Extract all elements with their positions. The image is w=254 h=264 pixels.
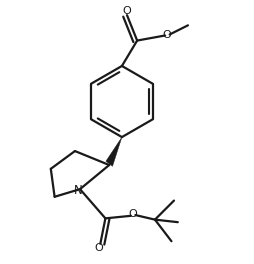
Text: N: N	[74, 184, 83, 197]
Polygon shape	[106, 137, 122, 166]
Text: O: O	[162, 30, 171, 40]
Text: O: O	[128, 209, 137, 219]
Text: O: O	[123, 6, 131, 16]
Text: O: O	[95, 243, 103, 253]
